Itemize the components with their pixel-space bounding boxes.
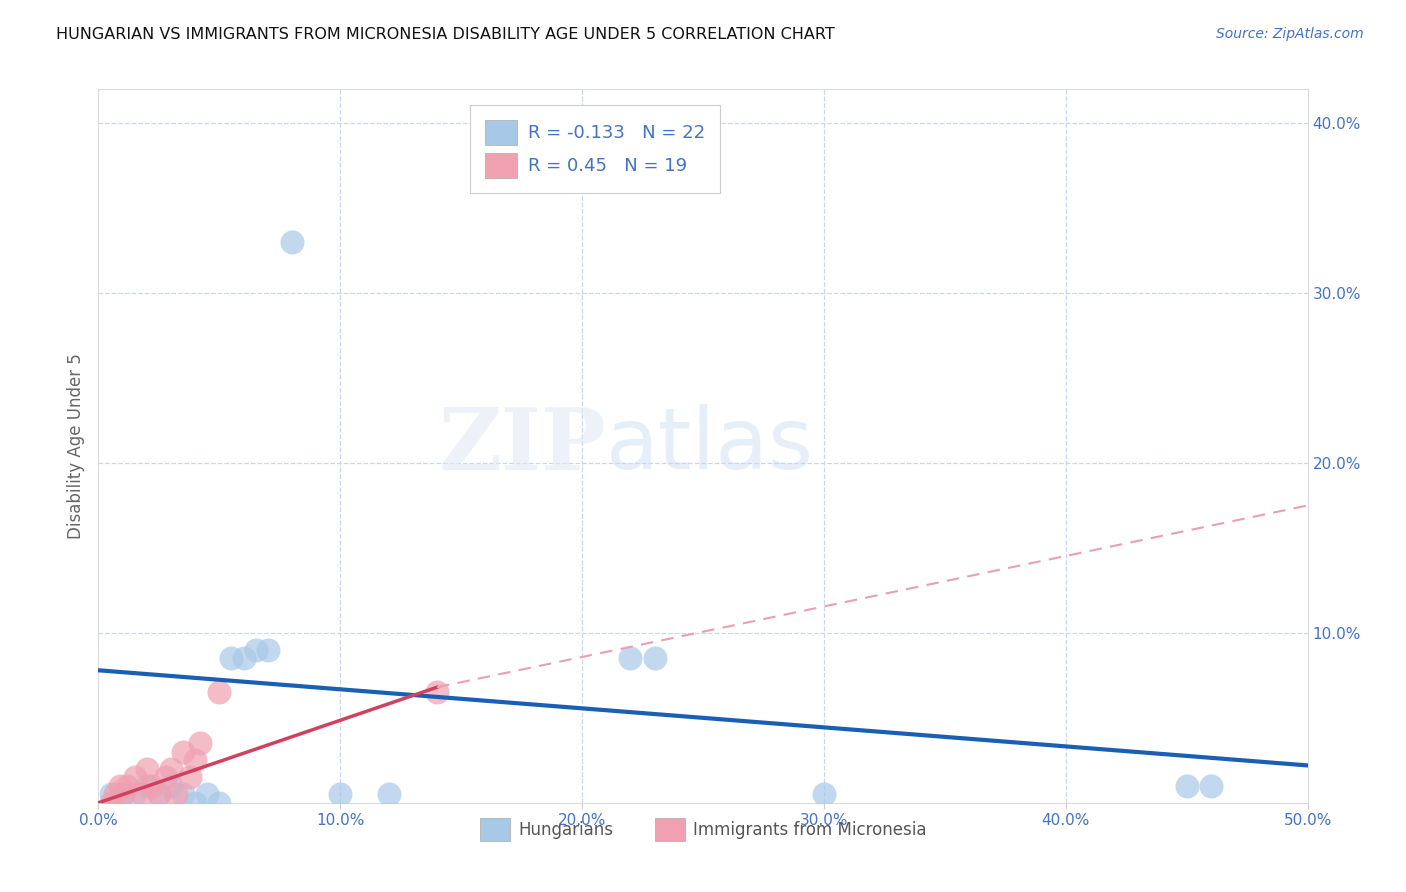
Point <box>1175 779 1198 793</box>
Text: atlas: atlas <box>606 404 814 488</box>
Point <box>160 762 183 776</box>
Point <box>124 770 146 784</box>
Point <box>155 770 177 784</box>
Point <box>111 787 134 801</box>
Point <box>124 787 146 801</box>
Point <box>232 651 254 665</box>
Legend: Hungarians, Immigrants from Micronesia: Hungarians, Immigrants from Micronesia <box>472 811 934 848</box>
Point <box>329 787 352 801</box>
Point <box>100 787 122 801</box>
Point <box>104 787 127 801</box>
Text: Source: ZipAtlas.com: Source: ZipAtlas.com <box>1216 27 1364 41</box>
Point <box>221 651 243 665</box>
Point <box>172 787 194 801</box>
Point <box>377 787 399 801</box>
Text: HUNGARIAN VS IMMIGRANTS FROM MICRONESIA DISABILITY AGE UNDER 5 CORRELATION CHART: HUNGARIAN VS IMMIGRANTS FROM MICRONESIA … <box>56 27 835 42</box>
Text: ZIP: ZIP <box>439 404 606 488</box>
Point <box>188 736 211 750</box>
Point <box>208 796 231 810</box>
Point <box>1199 779 1222 793</box>
Point <box>195 787 218 801</box>
Point <box>184 753 207 767</box>
Point <box>165 787 187 801</box>
Point <box>148 787 170 801</box>
Point <box>813 787 835 801</box>
Point <box>256 643 278 657</box>
Point <box>172 745 194 759</box>
Point <box>245 643 267 657</box>
Point <box>184 796 207 810</box>
Point <box>141 779 163 793</box>
Point <box>281 235 304 249</box>
Point <box>160 779 183 793</box>
Point <box>644 651 666 665</box>
Point <box>208 685 231 699</box>
Point <box>426 685 449 699</box>
Point <box>111 787 134 801</box>
Y-axis label: Disability Age Under 5: Disability Age Under 5 <box>66 353 84 539</box>
Point <box>100 796 122 810</box>
Point <box>179 770 201 784</box>
Point <box>117 779 139 793</box>
Point <box>131 787 153 801</box>
Point <box>135 779 157 793</box>
Point <box>108 779 131 793</box>
Point <box>135 762 157 776</box>
Point <box>148 787 170 801</box>
Point <box>619 651 641 665</box>
